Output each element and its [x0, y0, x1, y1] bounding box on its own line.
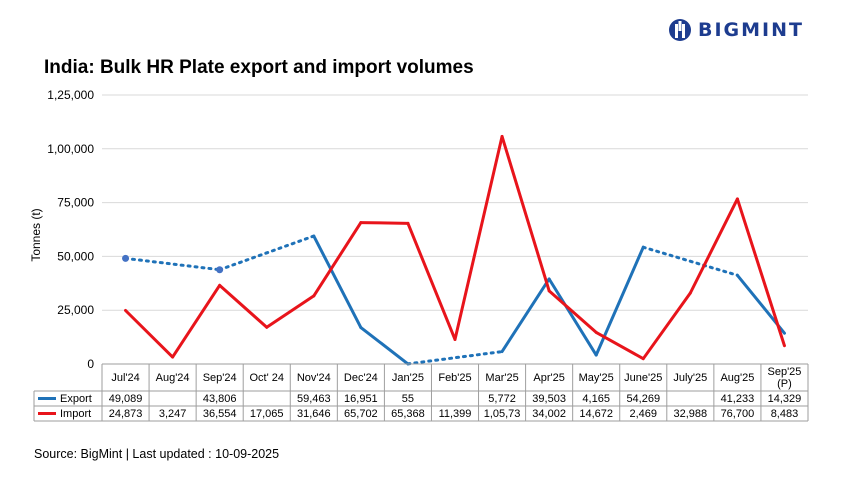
- import-line-segment: [124, 308, 175, 359]
- x-tick-label: Sep'24: [203, 372, 237, 384]
- x-tick-label: Jul'24: [111, 372, 139, 384]
- import-data-label: 31,646: [297, 408, 331, 420]
- import-line-segment: [547, 289, 598, 334]
- import-line-segment: [406, 221, 457, 341]
- export-data-label: 16,951: [344, 393, 378, 405]
- x-tick-label: Aug'24: [156, 372, 190, 384]
- export-data-label: 54,269: [626, 393, 660, 405]
- import-line-segment: [312, 221, 363, 298]
- source-note: Source: BigMint | Last updated : 10-09-2…: [34, 447, 280, 461]
- export-data-label: 43,806: [203, 393, 237, 405]
- export-line-segment: [359, 326, 410, 366]
- series-lines: [122, 134, 786, 366]
- x-tick-label: Mar'25: [485, 372, 518, 384]
- y-tick-label: 75,000: [57, 196, 94, 210]
- import-data-label: 65,368: [391, 408, 425, 420]
- import-line-segment: [500, 134, 551, 293]
- x-tick-label: Feb'25: [438, 372, 471, 384]
- import-data-label: 24,873: [109, 408, 143, 420]
- chart-title: India: Bulk HR Plate export and import v…: [44, 57, 474, 78]
- import-line-segment: [735, 197, 786, 348]
- import-line-segment: [594, 330, 645, 361]
- export-line-segment: [218, 234, 316, 272]
- export-data-label: 41,233: [721, 393, 755, 405]
- import-series: [124, 134, 786, 361]
- export-data-label: 55: [402, 393, 414, 405]
- y-tick-label: 25,000: [57, 303, 94, 317]
- export-line-segment: [547, 277, 598, 357]
- import-line-segment: [359, 221, 410, 225]
- y-axis: 0 25,000 50,000 75,000 1,00,000 1,25,000: [47, 88, 94, 371]
- export-line-segment: [406, 350, 504, 366]
- bigmint-logo-icon: [669, 19, 691, 41]
- export-marker: [122, 254, 130, 262]
- y-tick-label: 1,25,000: [47, 88, 94, 102]
- export-marker: [216, 266, 224, 274]
- import-data-label: 65,702: [344, 408, 378, 420]
- x-tick-label: Apr'25: [533, 372, 564, 384]
- gridlines: [102, 94, 808, 311]
- import-line-segment: [453, 134, 504, 341]
- import-data-label: 34,002: [532, 408, 566, 420]
- export-legend-label: Export: [60, 393, 92, 405]
- y-tick-label: 50,000: [57, 249, 94, 263]
- x-tick-label: June'25: [624, 372, 662, 384]
- x-tick-label-suffix: (P): [777, 378, 792, 390]
- export-line-segment: [641, 245, 739, 277]
- import-data-label: 14,672: [579, 408, 613, 420]
- x-tick-label: Aug'25: [720, 372, 754, 384]
- export-data-label: 49,089: [109, 393, 143, 405]
- import-data-label: 3,247: [159, 408, 187, 420]
- import-data-label: 2,469: [630, 408, 658, 420]
- import-line-segment: [688, 197, 739, 295]
- export-data-label: 5,772: [488, 393, 516, 405]
- x-tick-label: May'25: [579, 372, 614, 384]
- import-line-segment: [265, 294, 316, 329]
- import-data-label: 32,988: [674, 408, 708, 420]
- import-data-label: 1,05,73: [484, 408, 521, 420]
- export-data-label: 4,165: [582, 393, 610, 405]
- x-tick-label: July'25: [673, 372, 707, 384]
- x-tick-label: Oct' 24: [249, 372, 284, 384]
- import-data-label: 17,065: [250, 408, 284, 420]
- export-data-label: 39,503: [532, 393, 566, 405]
- x-tick-label: Nov'24: [297, 372, 331, 384]
- bigmint-logo: BIGMINT: [668, 16, 804, 44]
- y-tick-label: 1,00,000: [47, 142, 94, 156]
- import-line-segment: [171, 283, 222, 359]
- import-data-label: 11,399: [439, 408, 472, 420]
- import-data-label: 76,700: [721, 408, 755, 420]
- logo-text: BIGMINT: [698, 19, 804, 41]
- export-data-label: 59,463: [297, 393, 331, 405]
- export-line-segment: [500, 277, 551, 354]
- x-tick-label: Sep'25: [768, 366, 802, 378]
- import-line-segment: [218, 283, 269, 329]
- x-tick-label: Jan'25: [392, 372, 424, 384]
- export-line-segment: [594, 245, 645, 357]
- y-axis-label: Tonnes (t): [29, 208, 43, 261]
- import-line-segment: [641, 291, 692, 361]
- export-line-segment: [124, 256, 222, 272]
- import-legend-label: Import: [60, 408, 91, 420]
- data-table: Jul'24 Aug'24 Sep'24 Oct' 24 Nov'24 Dec'24 Jan…: [33, 363, 809, 422]
- import-data-label: 8,483: [771, 408, 799, 420]
- y-tick-label: 0: [87, 357, 94, 371]
- export-data-label: 14,329: [768, 393, 802, 405]
- export-line-segment: [312, 234, 363, 330]
- import-data-label: 36,554: [203, 408, 237, 420]
- x-tick-label: Dec'24: [344, 372, 378, 384]
